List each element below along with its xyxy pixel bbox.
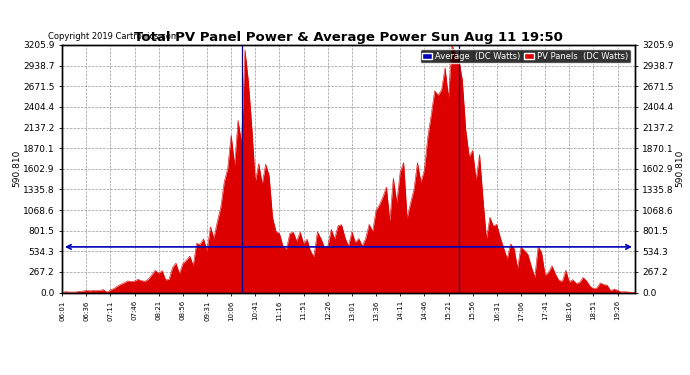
Title: Total PV Panel Power & Average Power Sun Aug 11 19:50: Total PV Panel Power & Average Power Sun… (134, 31, 563, 44)
Y-axis label: 590.810: 590.810 (12, 150, 21, 188)
Legend: Average  (DC Watts), PV Panels  (DC Watts): Average (DC Watts), PV Panels (DC Watts) (420, 49, 631, 63)
Y-axis label: 590.810: 590.810 (676, 150, 684, 188)
Text: Copyright 2019 Cartronics.com: Copyright 2019 Cartronics.com (48, 32, 179, 41)
